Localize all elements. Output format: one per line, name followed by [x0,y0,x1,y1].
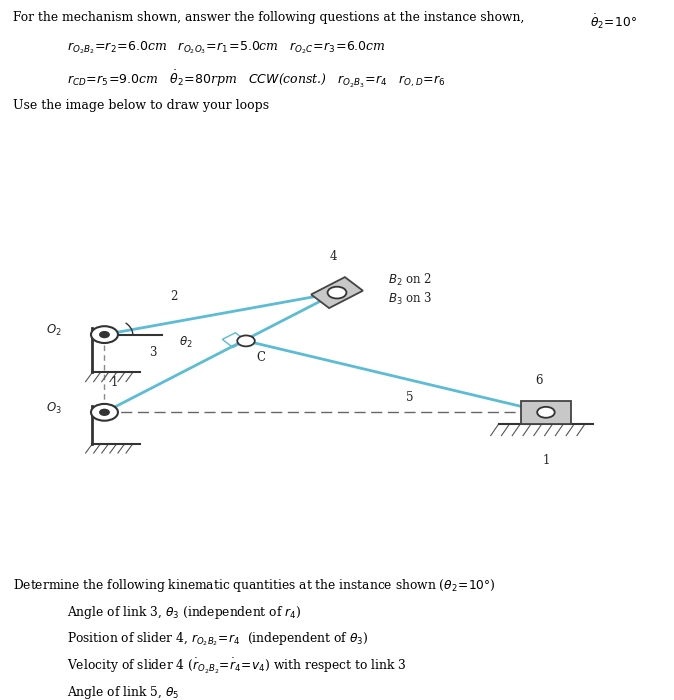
Text: Use the image below to draw your loops: Use the image below to draw your loops [13,99,270,112]
Circle shape [537,407,555,418]
Circle shape [100,332,109,337]
Circle shape [100,410,109,415]
Text: Determine the following kinematic quantities at the instance shown ($\theta_2\!=: Determine the following kinematic quanti… [13,578,496,594]
Text: $r_{CD}\!=\!r_5\!=\!9.0$cm   $\dot{\theta}_2\!=\!80$rpm   $CCW$(const.)   $r_{O_: $r_{CD}\!=\!r_5\!=\!9.0$cm $\dot{\theta}… [67,69,446,90]
Text: $O_2$: $O_2$ [46,323,62,338]
Text: Angle of link 5, $\theta_5$: Angle of link 5, $\theta_5$ [67,684,180,700]
Text: 4: 4 [330,251,338,263]
Circle shape [91,326,118,343]
Bar [521,400,572,424]
Circle shape [91,404,118,421]
Text: $\theta_2$: $\theta_2$ [179,335,192,350]
Text: $r_{O_2B_2}\!=\!r_2\!=\!6.0$cm   $r_{O_2O_3}\!=\!r_1\!=\!5.0$cm   $r_{O_2C}\!=\!: $r_{O_2B_2}\!=\!r_2\!=\!6.0$cm $r_{O_2O_… [67,40,386,57]
Text: 1: 1 [543,454,549,467]
Text: Angle of link 3, $\theta_3$ (independent of $r_4$): Angle of link 3, $\theta_3$ (independent… [67,604,302,621]
Text: D: D [556,405,565,418]
Text: 1: 1 [111,377,118,389]
Text: $B_3$ on 3: $B_3$ on 3 [388,291,432,307]
Polygon shape [311,277,363,308]
Text: C: C [256,351,265,364]
Text: $B_2$ on 2: $B_2$ on 2 [388,272,431,288]
Text: For the mechanism shown, answer the following questions at the instance shown,: For the mechanism shown, answer the foll… [13,10,525,24]
Text: 2: 2 [170,290,177,303]
Text: 3: 3 [150,346,157,359]
Circle shape [328,287,346,298]
Text: $\dot{\theta}_2\!=\!10°$: $\dot{\theta}_2\!=\!10°$ [590,12,637,31]
Text: Velocity of slider 4 ($\dot{r}_{O_2B_2}\!=\!\dot{r}_4\!=\!v_4$) with respect to : Velocity of slider 4 ($\dot{r}_{O_2B_2}\… [67,657,407,676]
Text: 6: 6 [535,374,543,387]
Text: $O_3$: $O_3$ [46,400,62,416]
Circle shape [237,335,255,346]
Text: Position of slider 4, $r_{O_2B_2}\!=\!r_4$  (independent of $\theta_3$): Position of slider 4, $r_{O_2B_2}\!=\!r_… [67,631,369,648]
Text: 5: 5 [406,391,413,404]
